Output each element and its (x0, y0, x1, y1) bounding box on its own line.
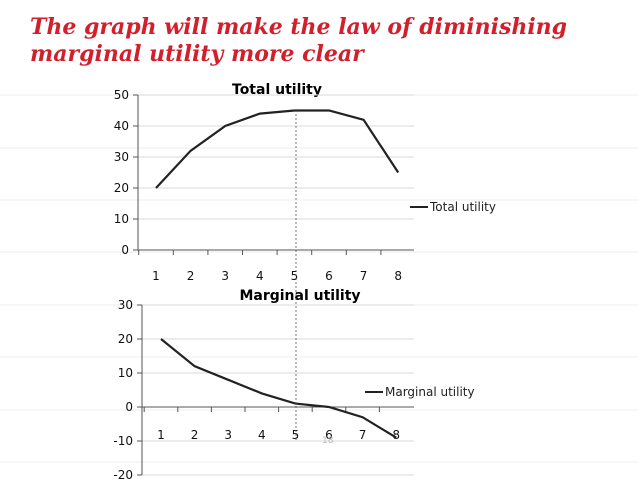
c2-y-tick-label: 10 (118, 366, 133, 380)
slide-title: The graph will make the law of diminishi… (30, 14, 567, 68)
c2-x-tick-label: 3 (224, 428, 232, 442)
c1-x-tick-label: 8 (394, 269, 402, 283)
c2-x-tick-label: 6 (325, 428, 333, 442)
c2-x-tick-label: 5 (292, 428, 300, 442)
chart2-axes (137, 304, 414, 476)
chart1-x-tick-labels: 1 2 3 4 5 6 7 8 (152, 269, 402, 283)
c2-y-tick-label: 20 (118, 332, 133, 346)
c2-x-tick-label: 8 (392, 428, 400, 442)
chart2-y-tick-labels: -20 -10 0 10 20 30 (113, 298, 133, 479)
chart2-legend-label: Marginal utility (385, 385, 475, 399)
c1-x-tick-label: 6 (325, 269, 333, 283)
c1-y-tick-label: 40 (114, 119, 129, 133)
chart1-legend: Total utility (410, 200, 496, 214)
c2-x-tick-label: 1 (157, 428, 165, 442)
c1-x-tick-label: 4 (256, 269, 264, 283)
c1-y-tick-label: 30 (114, 150, 129, 164)
page-number: 18 (322, 436, 334, 446)
c1-y-tick-label: 10 (114, 212, 129, 226)
chart1-legend-label: Total utility (429, 200, 496, 214)
chart1-series-line-total-utility (155, 109, 400, 189)
c2-y-tick-label: -10 (113, 434, 133, 448)
chart2-title: Marginal utility (239, 288, 360, 304)
c2-y-tick-label: 0 (125, 400, 133, 414)
chart2-x-tick-labels: 1 2 3 4 5 6 7 8 (157, 428, 400, 442)
chart2-gridlines (142, 304, 414, 476)
c2-x-tick-label: 7 (359, 428, 367, 442)
c1-x-tick-label: 2 (187, 269, 195, 283)
c1-y-tick-label: 50 (114, 88, 129, 102)
c1-y-tick-label: 20 (114, 181, 129, 195)
slide-title-line-1: The graph will make the law of diminishi… (30, 14, 568, 40)
c2-x-tick-label: 4 (258, 428, 266, 442)
chart2-series-line-marginal-utility (160, 338, 397, 439)
chart1-y-tick-labels: 0 10 20 30 40 50 (114, 88, 129, 257)
c1-x-tick-label: 3 (221, 269, 229, 283)
chart1-axes (133, 94, 414, 255)
c2-y-tick-label: -20 (113, 468, 133, 479)
chart1-title: Total utility (232, 82, 322, 98)
c1-x-tick-label: 5 (291, 269, 299, 283)
chart2-legend: Marginal utility (365, 385, 475, 399)
c1-y-tick-label: 0 (121, 243, 129, 257)
c1-x-tick-label: 1 (152, 269, 160, 283)
slide-title-line-2: marginal utility more clear (30, 41, 364, 67)
c1-x-tick-label: 7 (360, 269, 368, 283)
c2-y-tick-label: 30 (118, 298, 133, 312)
c2-x-tick-label: 2 (191, 428, 199, 442)
